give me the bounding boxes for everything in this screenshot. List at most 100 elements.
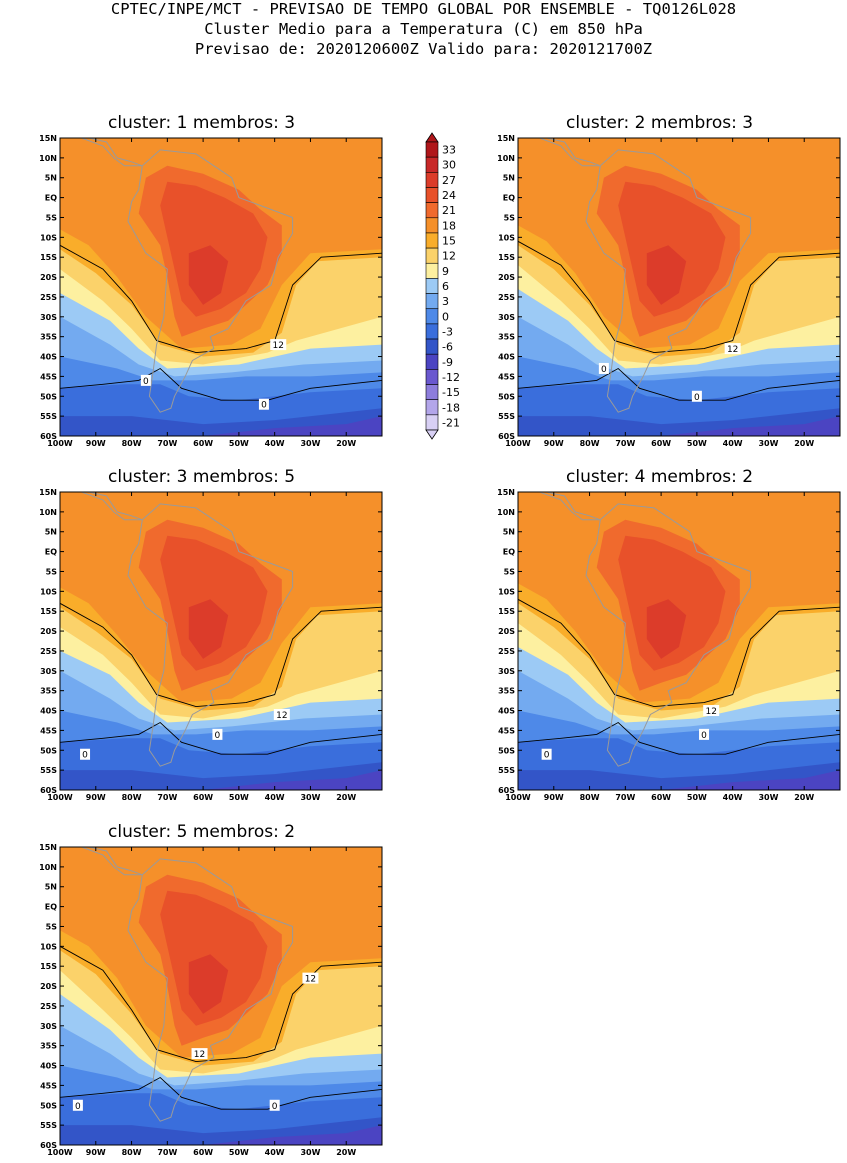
lon-tick-label: 50W [229,793,249,802]
lon-tick-label: 60W [193,1148,213,1157]
contour-label: 0 [701,731,707,741]
lat-tick-label: 55S [498,412,515,421]
lon-tick-label: 90W [86,793,106,802]
lat-tick-label: 25S [40,1002,57,1011]
lon-tick-label: 20W [794,793,814,802]
lat-tick-label: 15S [40,962,57,971]
lat-tick-label: 10S [498,587,515,596]
lat-tick-label: 30S [498,667,515,676]
lat-tick-label: 5S [46,213,58,222]
lon-tick-label: 60W [193,793,213,802]
lat-tick-label: 50S [40,746,57,755]
lon-tick-label: 70W [157,793,177,802]
lon-tick-label: 30W [300,793,320,802]
lon-tick-label: 30W [300,1148,320,1157]
colorbar-label: 15 [442,235,456,248]
lat-tick-label: 20S [498,273,515,282]
contour-label-box [258,398,269,410]
colorbar-label: -21 [442,416,460,429]
colorbar-label: 33 [442,144,456,157]
contour-label: 12 [194,1050,205,1060]
lon-tick-label: 80W [122,439,142,448]
panel-title-2: cluster: 2 membros: 3 [566,113,754,133]
colorbar-label: 27 [442,174,456,187]
lon-tick-label: 20W [794,439,814,448]
lat-tick-label: 10N [39,863,57,872]
lat-tick-label: 30S [40,667,57,676]
lat-tick-label: 10N [39,154,57,163]
contour-label-box [541,748,552,760]
lat-tick-label: 35S [40,687,57,696]
colorbar-swatch [425,369,439,385]
colorbar-label: -12 [442,371,460,384]
lat-tick-label: 5N [45,174,57,183]
lat-tick-label: EQ [45,194,57,203]
contour-label-box [191,1048,208,1060]
lat-tick-label: EQ [503,548,515,557]
colorbar-swatch [425,353,439,370]
lon-tick-label: 40W [265,439,285,448]
lon-tick-label: 80W [580,439,600,448]
lat-tick-label: 35S [498,333,515,342]
lat-tick-label: 5N [503,528,515,537]
contour-label: 12 [705,707,716,717]
panel-title-5: cluster: 5 membros: 2 [108,822,296,842]
lat-tick-label: 10N [497,154,515,163]
contour-label: 0 [601,365,607,375]
colorbar-swatch [425,399,439,416]
lat-tick-label: 40S [498,353,515,362]
contour-label: 0 [272,1102,278,1112]
lon-tick-label: 100W [47,439,73,448]
contour-label-box [273,709,290,721]
lat-tick-label: 60S [40,432,57,441]
panel-title-4: cluster: 4 membros: 2 [566,467,754,487]
lat-tick-label: 35S [40,333,57,342]
map-panel-3: 12 0 0 15N 10N 5N EQ 5S 10S 15S 20S 25S 30S 35S 40S 45S… [39,488,383,802]
lon-tick-label: 70W [615,439,635,448]
lat-tick-label: 30S [40,1022,57,1031]
lat-tick-label: 30S [40,313,57,322]
lat-tick-label: EQ [503,194,515,203]
lat-tick-label: 50S [498,392,515,401]
map-panel-4: 12 0 0 15N 10N 5N EQ 5S 10S 15S 20S 25S 30S 35S 40S 45S… [497,488,841,802]
lat-tick-label: 20S [40,627,57,636]
lat-tick-label: 45S [498,726,515,735]
lat-tick-label: 35S [40,1042,57,1051]
colorbar-swatch [425,172,439,188]
lat-tick-label: 50S [40,1101,57,1110]
lon-tick-label: 100W [47,1148,73,1157]
colorbar-swatch [425,141,439,158]
colorbar-swatch [425,247,439,264]
lon-tick-label: 80W [580,793,600,802]
colorbar-label: 3 [442,295,449,308]
map-frame [517,491,841,791]
contour-label: 12 [276,711,287,721]
contour-label: 0 [215,731,221,741]
colorbar-swatch [425,156,439,173]
lon-tick-label: 20W [336,793,356,802]
lat-tick-label: 45S [40,726,57,735]
colorbar-label: 9 [442,265,449,278]
lat-tick-label: 10S [498,233,515,242]
colorbar-label: 18 [442,219,456,232]
panel-title-1: cluster: 1 membros: 3 [108,113,296,133]
colorbar-swatch [425,414,439,431]
colorbar-label: 6 [442,280,449,293]
colorbar-label: 0 [442,310,449,323]
lon-tick-label: 50W [687,793,707,802]
lat-tick-label: 15N [497,488,515,497]
lat-tick-label: 55S [40,1121,57,1130]
map-frame [59,491,383,791]
colorbar-swatch [425,323,439,340]
lon-tick-label: 90W [544,439,564,448]
header-line-3: Previsao de: 2020120600Z Valido para: 20… [194,40,653,58]
colorbar-label: -6 [442,341,453,354]
colorbar-label: 30 [442,159,456,172]
lon-tick-label: 50W [687,439,707,448]
colorbar-swatch [425,262,439,279]
lon-tick-label: 30W [758,439,778,448]
lat-tick-label: 10S [40,587,57,596]
contour-label-box [598,362,609,374]
panel-title-3: cluster: 3 membros: 5 [108,467,296,487]
lon-tick-label: 30W [758,793,778,802]
